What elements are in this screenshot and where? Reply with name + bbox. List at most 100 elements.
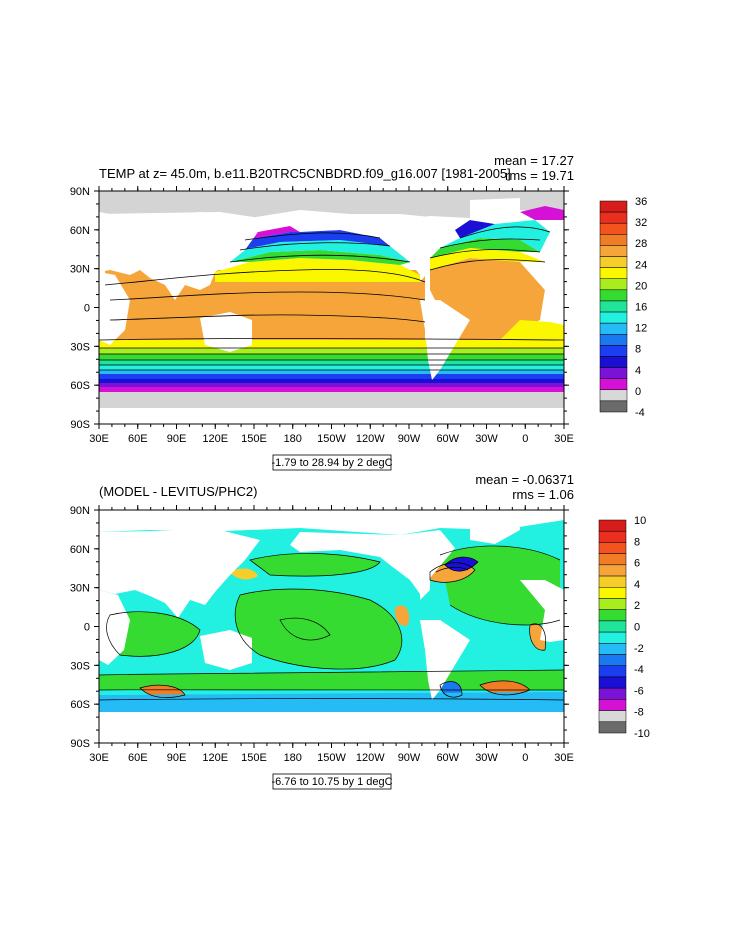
diff-green-npac (250, 553, 380, 577)
colorbar-label: -6 (634, 685, 644, 697)
diff-mean-label: mean = -0.06371 (475, 472, 574, 487)
colorbar-label: -2 (634, 643, 644, 655)
diff-lat-labels: 90N 60N 30N 0 30S 60S 90S (70, 505, 90, 750)
lon-label: 90E (167, 752, 187, 764)
diff-warm-acc (140, 685, 185, 698)
colorbar-swatch (598, 553, 627, 566)
colorbar-swatch (598, 699, 627, 711)
temp-npac-blue (240, 230, 390, 250)
diff-panel: (MODEL - LEVITUS/PHC2) mean = -0.06371 r… (70, 472, 650, 790)
colorbar-swatch (599, 300, 628, 313)
colorbar-swatch (599, 322, 628, 335)
temp-natl-green (430, 238, 540, 258)
lon-label: 90W (398, 752, 421, 764)
lon-label: 120W (356, 752, 385, 764)
lon-label: 120E (202, 433, 228, 445)
temp-band-58s (99, 374, 564, 379)
colorbar-swatch (599, 378, 628, 391)
colorbar-swatch (599, 311, 628, 324)
temp-colorbar: 36 32 28 24 20 16 12 8 4 0 -4 (599, 196, 647, 419)
lon-label: 150E (241, 752, 267, 764)
lon-label: 30W (475, 752, 498, 764)
colorbar-swatch (598, 665, 627, 678)
lon-label: 150W (317, 752, 346, 764)
lat-label: 60N (70, 225, 90, 237)
lat-label: 60S (70, 380, 90, 392)
temp-natl-blue (455, 220, 495, 238)
diff-warm-kuroshio (230, 568, 258, 580)
diff-colorbar: 10 8 6 4 2 0 -2 -4 -6 -8 -10 (598, 515, 650, 740)
diff-map (99, 510, 564, 743)
temp-npac-purple (245, 226, 300, 240)
lon-label: 90E (167, 433, 187, 445)
colorbar-label: -4 (635, 407, 645, 419)
temp-land-australia (200, 312, 252, 352)
temp-panel-title: TEMP at z= 45.0m, b.e11.B20TRC5CNBDRD.f0… (99, 166, 511, 181)
colorbar-swatch (598, 587, 627, 599)
colorbar-swatch (598, 609, 627, 622)
colorbar-label: 2 (634, 600, 640, 612)
colorbar-swatch (599, 389, 628, 402)
lon-label: 180 (284, 752, 302, 764)
temp-satl-yellow (500, 320, 564, 340)
diff-land-africa (99, 590, 130, 665)
colorbar-swatch (599, 334, 628, 346)
lat-label: 0 (84, 622, 90, 634)
colorbar-label: 8 (634, 536, 640, 548)
colorbar-swatch (598, 631, 627, 644)
colorbar-swatch (598, 542, 627, 554)
diff-rms-label: rms = 1.06 (512, 487, 574, 502)
temp-band-tropical (105, 270, 425, 350)
colorbar-label: 20 (635, 280, 647, 292)
colorbar-swatch (599, 400, 628, 413)
lon-label: 0 (522, 752, 528, 764)
diff-green-indian (106, 611, 200, 657)
colorbar-swatch (599, 278, 628, 291)
diff-land-australia (200, 630, 252, 670)
colorbar-swatch (599, 211, 628, 224)
colorbar-swatch (598, 643, 627, 655)
temp-band-60s (99, 379, 564, 383)
colorbar-label: 16 (635, 302, 647, 314)
diff-range-box: -6.76 to 10.75 by 1 degC (271, 773, 393, 790)
colorbar-swatch (598, 654, 627, 666)
colorbar-label: 4 (635, 365, 641, 377)
lat-label: 60N (70, 544, 90, 556)
lon-label: 30W (475, 433, 498, 445)
temp-npac-yellow (215, 258, 420, 282)
temp-land-africa (99, 272, 130, 345)
lon-label: 180 (284, 433, 302, 445)
colorbar-label: 32 (635, 217, 647, 229)
lon-label: 30E (554, 752, 574, 764)
colorbar-label: 0 (634, 622, 640, 634)
colorbar-label: 28 (635, 238, 647, 250)
diff-land-africa-east (520, 580, 564, 642)
lon-label: 0 (522, 433, 528, 445)
lon-label: 30E (89, 752, 109, 764)
colorbar-swatch (598, 598, 627, 610)
lon-label: 150E (241, 433, 267, 445)
diff-range-label: -6.76 to 10.75 by 1 degC (271, 776, 392, 788)
diff-land-eurasia (99, 530, 260, 618)
colorbar-label: 10 (634, 515, 646, 527)
colorbar-label: 4 (634, 579, 640, 591)
lat-label: 30S (70, 341, 90, 353)
temp-land-eurasia (99, 212, 260, 300)
lon-label: 30E (554, 433, 574, 445)
colorbar-swatch (598, 710, 627, 723)
lat-label: 90S (70, 738, 90, 750)
colorbar-swatch (599, 256, 628, 268)
colorbar-swatch (599, 234, 628, 246)
colorbar-swatch (599, 267, 628, 279)
colorbar-label: 12 (635, 323, 647, 335)
lon-label: 60E (128, 433, 148, 445)
lon-label: 90W (398, 433, 421, 445)
colorbar-swatch (598, 519, 627, 532)
colorbar-label: 6 (634, 558, 640, 570)
lon-label: 150W (317, 433, 346, 445)
temp-natl-purple (520, 206, 564, 220)
colorbar-label: -4 (634, 664, 644, 676)
colorbar-label: 36 (635, 196, 647, 208)
lat-label: 30N (70, 264, 90, 276)
